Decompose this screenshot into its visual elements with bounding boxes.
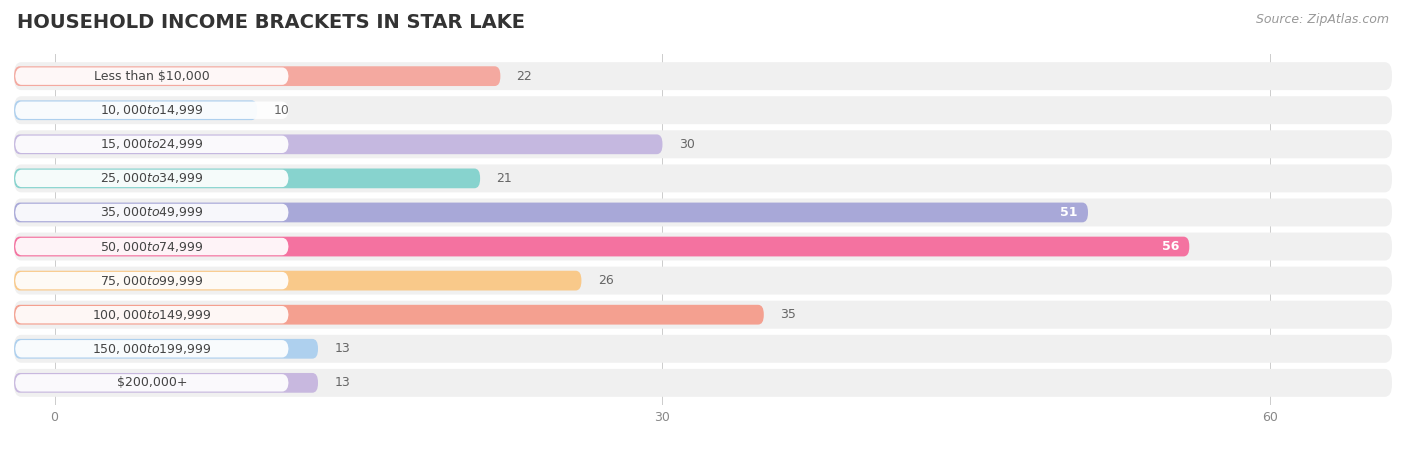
Text: 22: 22 bbox=[516, 70, 533, 83]
FancyBboxPatch shape bbox=[15, 68, 288, 85]
FancyBboxPatch shape bbox=[14, 96, 1392, 124]
FancyBboxPatch shape bbox=[15, 135, 288, 153]
Text: $100,000 to $149,999: $100,000 to $149,999 bbox=[93, 308, 211, 322]
FancyBboxPatch shape bbox=[14, 62, 1392, 90]
Text: Source: ZipAtlas.com: Source: ZipAtlas.com bbox=[1256, 14, 1389, 27]
Text: 30: 30 bbox=[679, 138, 695, 151]
FancyBboxPatch shape bbox=[14, 100, 257, 120]
FancyBboxPatch shape bbox=[14, 198, 1392, 226]
Text: 21: 21 bbox=[496, 172, 512, 185]
FancyBboxPatch shape bbox=[14, 202, 1088, 222]
FancyBboxPatch shape bbox=[14, 130, 1392, 158]
Text: $50,000 to $74,999: $50,000 to $74,999 bbox=[100, 239, 204, 253]
FancyBboxPatch shape bbox=[14, 335, 1392, 363]
FancyBboxPatch shape bbox=[14, 237, 1189, 256]
Text: $25,000 to $34,999: $25,000 to $34,999 bbox=[100, 171, 204, 185]
Text: 13: 13 bbox=[335, 342, 350, 355]
FancyBboxPatch shape bbox=[15, 340, 288, 357]
FancyBboxPatch shape bbox=[14, 135, 662, 154]
Text: $10,000 to $14,999: $10,000 to $14,999 bbox=[100, 103, 204, 117]
FancyBboxPatch shape bbox=[15, 170, 288, 187]
FancyBboxPatch shape bbox=[14, 168, 479, 188]
Text: $15,000 to $24,999: $15,000 to $24,999 bbox=[100, 137, 204, 151]
Text: $150,000 to $199,999: $150,000 to $199,999 bbox=[93, 342, 211, 356]
Text: 35: 35 bbox=[780, 308, 796, 321]
Text: 51: 51 bbox=[1060, 206, 1078, 219]
FancyBboxPatch shape bbox=[14, 373, 318, 393]
Text: 26: 26 bbox=[598, 274, 613, 287]
FancyBboxPatch shape bbox=[14, 271, 582, 291]
Text: $35,000 to $49,999: $35,000 to $49,999 bbox=[100, 206, 204, 220]
FancyBboxPatch shape bbox=[14, 339, 318, 359]
Text: Less than $10,000: Less than $10,000 bbox=[94, 70, 209, 83]
FancyBboxPatch shape bbox=[14, 164, 1392, 192]
FancyBboxPatch shape bbox=[15, 102, 288, 119]
FancyBboxPatch shape bbox=[15, 374, 288, 392]
FancyBboxPatch shape bbox=[14, 305, 763, 324]
FancyBboxPatch shape bbox=[15, 204, 288, 221]
Text: $200,000+: $200,000+ bbox=[117, 376, 187, 389]
FancyBboxPatch shape bbox=[15, 238, 288, 255]
FancyBboxPatch shape bbox=[15, 306, 288, 324]
FancyBboxPatch shape bbox=[14, 233, 1392, 261]
Text: 10: 10 bbox=[273, 104, 290, 117]
Text: HOUSEHOLD INCOME BRACKETS IN STAR LAKE: HOUSEHOLD INCOME BRACKETS IN STAR LAKE bbox=[17, 14, 524, 32]
Text: 13: 13 bbox=[335, 376, 350, 389]
FancyBboxPatch shape bbox=[14, 66, 501, 86]
Text: $75,000 to $99,999: $75,000 to $99,999 bbox=[100, 274, 204, 288]
FancyBboxPatch shape bbox=[14, 369, 1392, 397]
FancyBboxPatch shape bbox=[14, 267, 1392, 295]
Text: 56: 56 bbox=[1161, 240, 1180, 253]
FancyBboxPatch shape bbox=[14, 301, 1392, 328]
FancyBboxPatch shape bbox=[15, 272, 288, 289]
